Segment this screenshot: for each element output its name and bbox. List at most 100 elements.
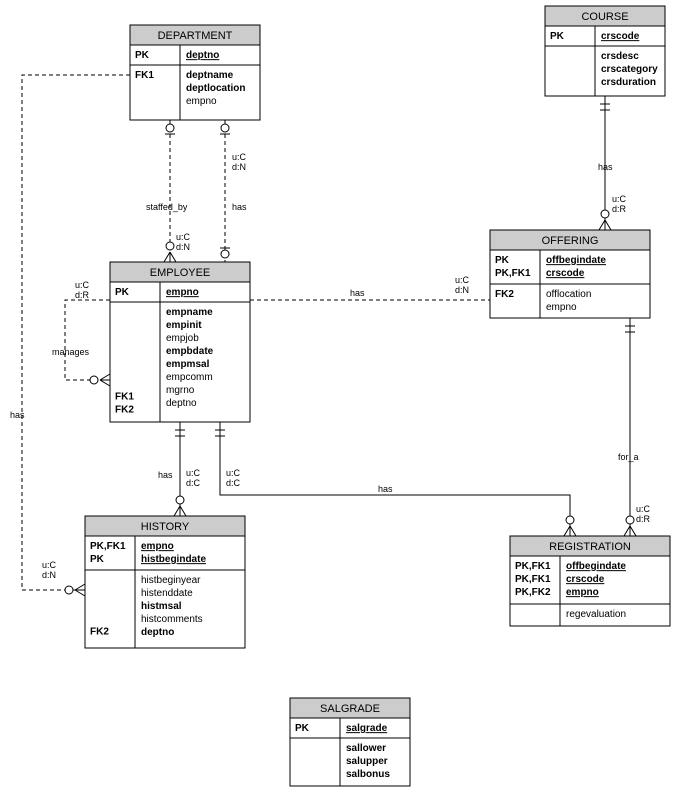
- entity-title: COURSE: [581, 11, 628, 23]
- svg-text:d:R: d:R: [75, 290, 90, 300]
- svg-text:u:C: u:C: [636, 504, 651, 514]
- entity-employee: EMPLOYEE PK empno FK1 FK2 empname empinit empjo…: [110, 262, 250, 422]
- attr-salbonus: salbonus: [346, 769, 390, 780]
- entity-title: DEPARTMENT: [158, 30, 233, 42]
- pk-label: PK,FK1: [90, 541, 126, 552]
- attr-offlocation: offlocation: [546, 289, 591, 300]
- svg-text:has: has: [598, 162, 613, 172]
- svg-text:has: has: [158, 470, 173, 480]
- pk-label: PK: [550, 31, 565, 42]
- attr-histbeginyear: histbeginyear: [141, 575, 201, 586]
- svg-text:manages: manages: [52, 347, 90, 357]
- attr-empno: empno: [566, 587, 599, 598]
- pk-label: PK,FK2: [515, 587, 551, 598]
- pk-label: PK: [90, 554, 105, 565]
- attr-deptno: deptno: [141, 627, 174, 638]
- attr-offbegindate: offbegindate: [566, 561, 626, 572]
- entity-course: COURSE PK crscode crsdesc crscategory crsdura…: [545, 6, 665, 96]
- attr-crsdesc: crsdesc: [601, 51, 639, 62]
- pk-label: PK: [135, 50, 150, 61]
- svg-text:d:C: d:C: [226, 478, 241, 488]
- attr-empinit: empinit: [166, 320, 202, 331]
- svg-text:u:C: u:C: [176, 232, 191, 242]
- attr-sallower: sallower: [346, 743, 386, 754]
- svg-text:has: has: [10, 410, 25, 420]
- emp-has-reg: has u:Cd:C: [215, 422, 576, 536]
- svg-text:u:C: u:C: [232, 152, 247, 162]
- attr-empno: empno: [166, 287, 199, 298]
- svg-text:d:C: d:C: [186, 478, 201, 488]
- entity-registration: REGISTRATION PK,FK1 PK,FK1 PK,FK2 offbeginda…: [510, 536, 670, 626]
- attr-regevaluation: regevaluation: [566, 609, 626, 620]
- pk-label: FK2: [90, 627, 109, 638]
- emp-has-hist: has u:Cd:C: [158, 422, 201, 516]
- attr-empjob: empjob: [166, 333, 199, 344]
- attr-deptno: deptno: [166, 398, 197, 409]
- attr-offbegindate: offbegindate: [546, 255, 606, 266]
- attr-histenddate: histenddate: [141, 588, 193, 599]
- entity-title: EMPLOYEE: [150, 267, 211, 279]
- entity-history: HISTORY PK,FK1 PK empno histbegindate FK2 hist…: [85, 516, 245, 648]
- svg-text:u:C: u:C: [75, 280, 90, 290]
- attr-salgrade: salgrade: [346, 723, 388, 734]
- svg-text:has: has: [350, 288, 365, 298]
- pk-label: PK: [115, 287, 130, 298]
- attr-crscode: crscode: [601, 31, 640, 42]
- entity-title: SALGRADE: [320, 703, 380, 715]
- entity-department: DEPARTMENT PK deptno FK1 deptname deptlocatio…: [130, 25, 260, 120]
- entity-title: HISTORY: [141, 521, 190, 533]
- svg-text:d:N: d:N: [455, 285, 469, 295]
- svg-text:u:C: u:C: [612, 194, 627, 204]
- attr-histmsal: histmsal: [141, 601, 182, 612]
- svg-text:d:R: d:R: [612, 204, 627, 214]
- pk-label: FK2: [115, 405, 134, 416]
- attr-deptno: deptno: [186, 50, 219, 61]
- attr-empno: empno: [141, 541, 174, 552]
- attr-crscategory: crscategory: [601, 64, 658, 75]
- svg-text:u:C: u:C: [226, 468, 241, 478]
- svg-text:u:C: u:C: [455, 275, 470, 285]
- attr-crsduration: crsduration: [601, 77, 656, 88]
- svg-text:d:N: d:N: [42, 570, 56, 580]
- svg-text:has: has: [378, 484, 393, 494]
- pk-label: FK1: [115, 392, 134, 403]
- attr-mgrno: mgrno: [166, 385, 195, 396]
- svg-text:u:C: u:C: [42, 560, 57, 570]
- attr-empbdate: empbdate: [166, 346, 214, 357]
- attr-empno: empno: [546, 302, 577, 313]
- course-has-off: has u:Cd:R: [598, 96, 627, 230]
- attr-histbegindate: histbegindate: [141, 554, 206, 565]
- entity-title: REGISTRATION: [549, 541, 631, 553]
- entity-salgrade: SALGRADE PK salgrade sallower salupper salbon…: [290, 698, 410, 786]
- svg-text:u:C: u:C: [186, 468, 201, 478]
- svg-text:d:N: d:N: [176, 242, 190, 252]
- off-fora-reg: for_a u:Cd:R: [618, 318, 651, 536]
- attr-deptlocation: deptlocation: [186, 83, 245, 94]
- entity-offering: OFFERINGPKPK,FK1offbegindatecrscodeFK2of…: [490, 230, 650, 318]
- svg-text:for_a: for_a: [618, 452, 639, 462]
- pk-label: PK,FK1: [515, 561, 551, 572]
- attr-empmsal: empmsal: [166, 359, 210, 370]
- pk-label: FK1: [135, 70, 154, 81]
- svg-text:d:R: d:R: [636, 514, 651, 524]
- pk-label: FK2: [495, 289, 514, 300]
- attr-crscode: crscode: [566, 574, 605, 585]
- attr-crscode: crscode: [546, 268, 585, 279]
- attr-deptname: deptname: [186, 70, 234, 81]
- dept-has-emp: has u:Cd:N: [220, 120, 247, 262]
- svg-text:has: has: [232, 202, 247, 212]
- attr-empcomm: empcomm: [166, 372, 213, 383]
- svg-text:d:N: d:N: [232, 162, 246, 172]
- svg-text:staffed_by: staffed_by: [146, 202, 188, 212]
- er-diagram: staffed_byu:Cd:Nhasu:Cd:Nhasu:Cd:Nmanage…: [0, 0, 690, 803]
- pk-label: PK: [295, 723, 310, 734]
- pk-label: PK,FK1: [515, 574, 551, 585]
- pk-label: PK: [495, 255, 510, 266]
- attr-histcomments: histcomments: [141, 614, 203, 625]
- attr-empname: empname: [166, 307, 213, 318]
- emp-has-off: has u:Cd:N: [236, 275, 510, 306]
- dept-staffedby-emp: staffed_by u:Cd:N: [146, 120, 191, 262]
- pk-label: PK,FK1: [495, 268, 531, 279]
- attr-empno: empno: [186, 96, 217, 107]
- attr-salupper: salupper: [346, 756, 388, 767]
